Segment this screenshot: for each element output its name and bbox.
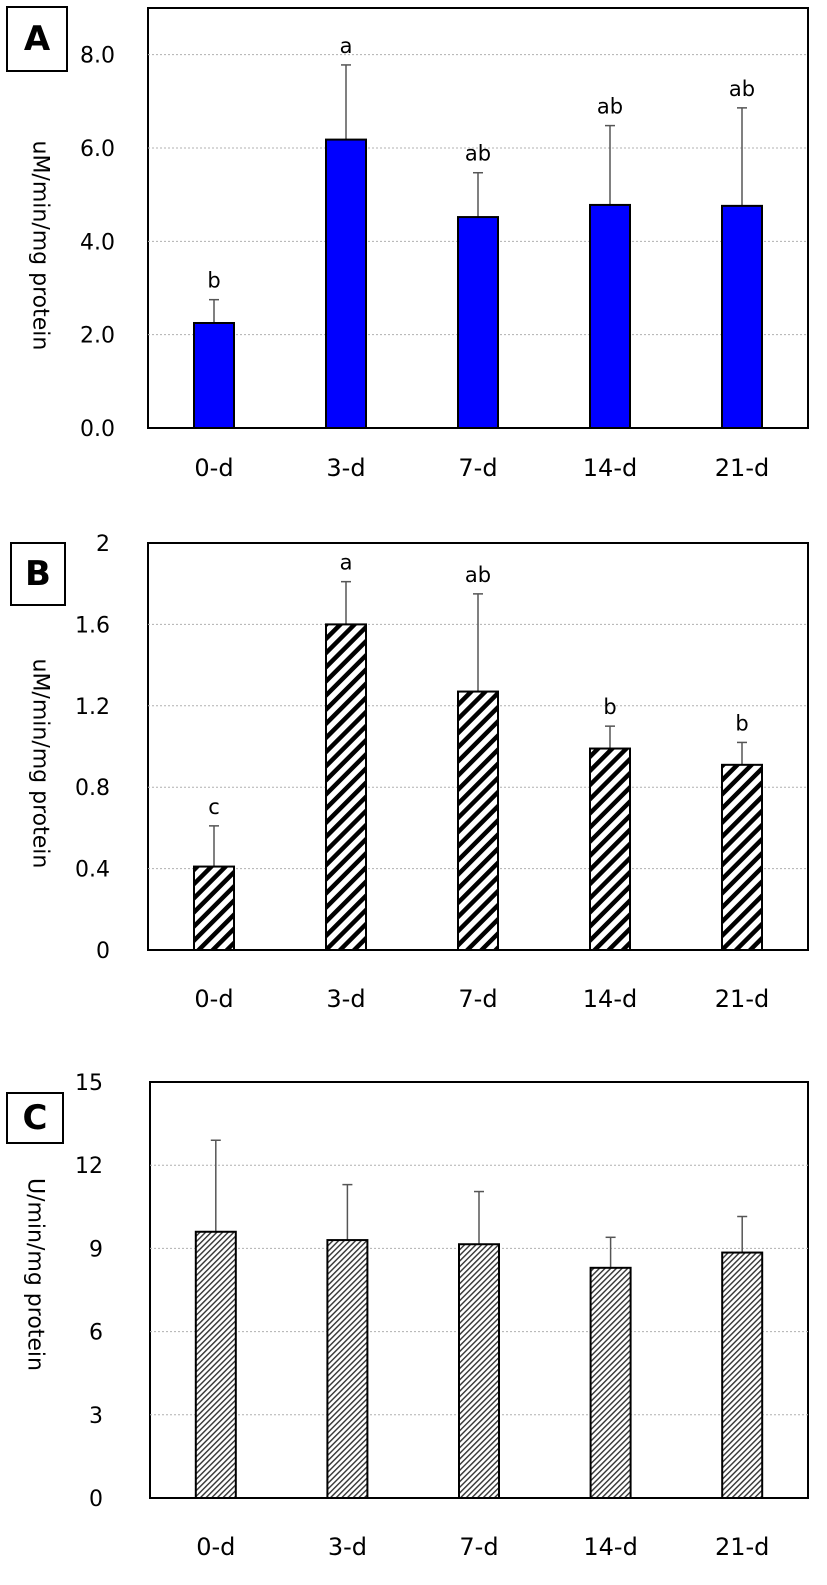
y-tick-label: 0.4 <box>75 858 110 883</box>
bar <box>326 1239 369 1499</box>
chart-b: 0 0.4 0.8 1.2 1.6 2 c 0-d a 3-d ab 7-d b 14-d b 21-d <box>75 532 809 1013</box>
x-tick-label: 14-d <box>583 454 637 482</box>
x-tick-label: 0-d <box>194 454 233 482</box>
bar <box>721 763 763 951</box>
y-tick-label: 9 <box>89 1237 103 1262</box>
bar <box>193 322 235 429</box>
y-tick-label: 0 <box>96 939 110 964</box>
y-tick-label: 15 <box>75 1071 103 1096</box>
x-tick-label: 14-d <box>583 1533 637 1561</box>
x-tick-label: 3-d <box>326 985 365 1013</box>
bar <box>193 865 235 951</box>
significance-letter: c <box>208 795 220 819</box>
y-tick-label: 6 <box>89 1321 103 1346</box>
bar <box>721 204 763 429</box>
x-tick-label: 3-d <box>328 1533 367 1561</box>
bar <box>194 1230 237 1499</box>
panel-a: A uM/min/mg protein 0.0 2.0 4.0 6.0 8.0 b 0-d a… <box>0 0 827 510</box>
x-tick-label: 3-d <box>326 454 365 482</box>
y-tick-label: 2.0 <box>80 324 115 349</box>
bar <box>721 1251 764 1500</box>
x-tick-label: 7-d <box>458 454 497 482</box>
significance-letter: ab <box>729 77 755 101</box>
x-tick-label: 0-d <box>196 1533 235 1561</box>
panel-label-a: A <box>6 6 68 72</box>
bar <box>325 138 367 429</box>
y-tick-label: 3 <box>89 1404 103 1429</box>
bar <box>325 623 367 952</box>
y-tick-label: 1.6 <box>75 613 110 638</box>
y-tick-label: 0 <box>89 1487 103 1512</box>
bar <box>589 1266 632 1500</box>
bar <box>458 1243 500 1499</box>
bar <box>457 216 499 429</box>
x-tick-label: 21-d <box>715 1533 769 1561</box>
y-tick-label: 0.8 <box>75 776 110 801</box>
x-tick-label: 21-d <box>715 454 769 482</box>
x-tick-label: 14-d <box>583 985 637 1013</box>
significance-letter: ab <box>597 95 623 119</box>
significance-letter: b <box>735 711 748 735</box>
significance-letter: a <box>340 551 353 575</box>
x-tick-label: 0-d <box>194 985 233 1013</box>
significance-letter: a <box>340 34 353 58</box>
panel-label-c: C <box>6 1092 64 1144</box>
x-tick-label: 7-d <box>459 1533 498 1561</box>
y-tick-label: 12 <box>75 1154 103 1179</box>
significance-letter: b <box>207 269 220 293</box>
y-tick-label: 6.0 <box>80 137 115 162</box>
y-tick-label: 8.0 <box>80 44 115 69</box>
significance-letter: ab <box>465 142 491 166</box>
significance-letter: ab <box>465 563 491 587</box>
y-tick-label: 2 <box>96 532 110 557</box>
y-tick-label: 4.0 <box>80 230 115 255</box>
panel-b: B uM/min/mg protein 0 0.4 0.8 1.2 1.6 2 c 0-d a 3… <box>10 532 809 1013</box>
y-tick-label: 0.0 <box>80 417 115 442</box>
bar <box>589 203 631 429</box>
x-tick-label: 21-d <box>715 985 769 1013</box>
significance-letter: b <box>603 695 616 719</box>
panel-label-b: B <box>10 542 66 606</box>
chart-a: 0.0 2.0 4.0 6.0 8.0 b 0-d a 3-d ab 7-d ab 14-d ab 21-d <box>80 7 809 482</box>
x-tick-label: 7-d <box>458 985 497 1013</box>
y-tick-label: 1.2 <box>75 695 110 720</box>
